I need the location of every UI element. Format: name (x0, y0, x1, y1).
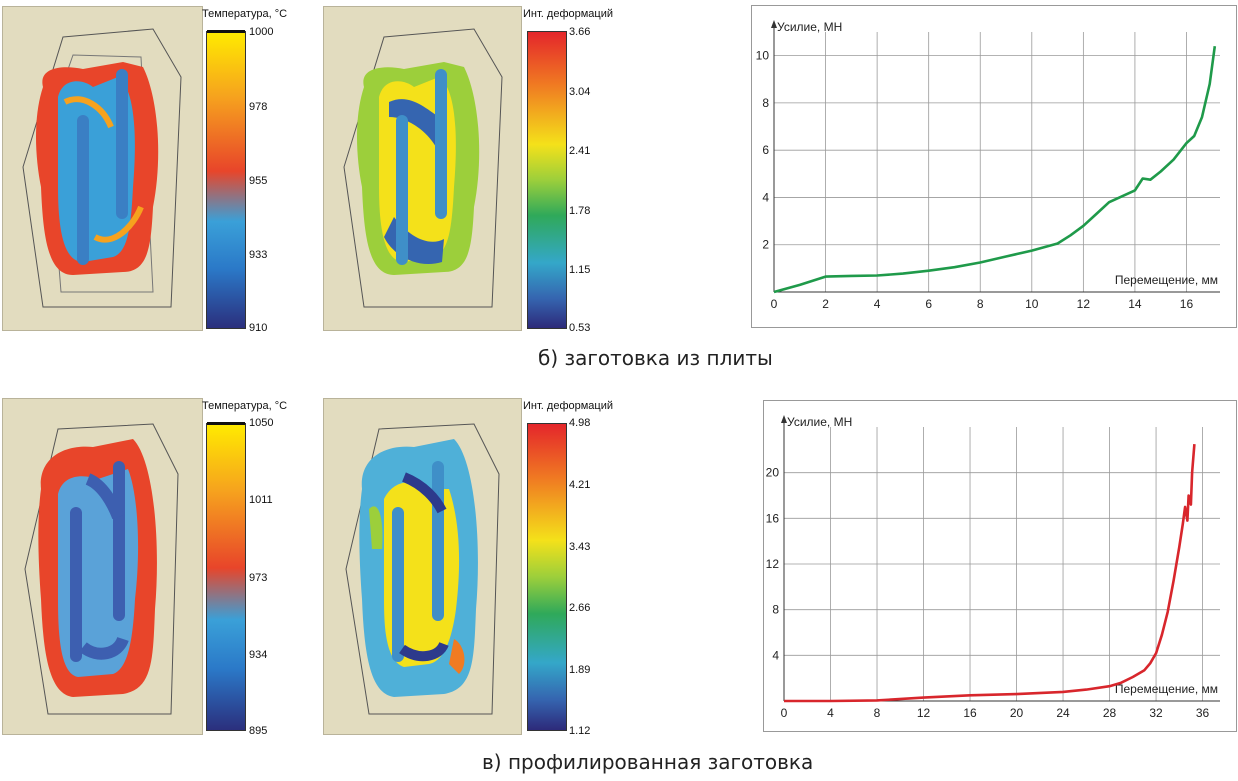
x-tick-label: 10 (1025, 297, 1039, 311)
colorbar-label: 4.21 (569, 479, 591, 491)
y-axis-arrow (771, 20, 777, 28)
x-tick-label: 36 (1196, 706, 1210, 720)
force-curve (773, 46, 1217, 294)
colorbar-label: 955 (249, 175, 268, 187)
colorbar-label: 0.53 (569, 322, 591, 334)
x-tick-label: 28 (1103, 706, 1117, 720)
deformation-field-image-profiled (323, 398, 522, 735)
y-tick-label: 10 (756, 49, 770, 63)
temperature-field-image-profiled (2, 398, 203, 735)
x-tick-label: 24 (1056, 706, 1070, 720)
colorbar-title: Температура, °C (202, 400, 288, 412)
deformation-colorbar-profiled (527, 423, 567, 731)
temperature-colorbar-profiled (206, 422, 246, 731)
x-tick-label: 8 (874, 706, 881, 720)
y-tick-label: 8 (762, 96, 769, 110)
x-tick-label: 16 (963, 706, 977, 720)
colorbar-label: 1000 (249, 26, 274, 38)
x-tick-label: 12 (917, 706, 931, 720)
colorbar-label: 895 (249, 725, 268, 737)
deformation-field-image-plate (323, 6, 522, 331)
y-tick-label: 6 (762, 143, 769, 157)
colorbar-label: 934 (249, 649, 268, 661)
chart-svg: 0 4 8 12 16 20 24 28 32 36 4 8 12 16 20 Усилие, МН Перем… (766, 415, 1220, 720)
chart-svg: 0 2 4 6 8 10 12 14 16 2 4 6 8 10 Усилие, МН Перемещение… (756, 20, 1220, 311)
colorbar-label: 910 (249, 322, 268, 334)
colorbar-label: 1011 (249, 494, 273, 506)
colorbar-label: 978 (249, 101, 268, 113)
colorbar-label: 1.89 (569, 664, 591, 676)
x-tick-label: 4 (827, 706, 834, 720)
x-axis-label: Перемещение, мм (1115, 273, 1218, 287)
colorbar-label: 973 (249, 572, 268, 584)
x-tick-label: 6 (925, 297, 932, 311)
colorbar-label: 1050 (249, 417, 274, 429)
colorbar-label: 4.98 (569, 417, 591, 429)
x-tick-label: 20 (1010, 706, 1024, 720)
x-tick-label: 14 (1128, 297, 1142, 311)
x-tick-label: 0 (771, 297, 778, 311)
force-displacement-chart-plate: 0 2 4 6 8 10 12 14 16 2 4 6 8 10 Усилие, МН Перемещение… (751, 5, 1237, 328)
colorbar-title: Инт. деформаций (523, 400, 614, 412)
colorbar-label: 1.12 (569, 725, 591, 737)
colorbar-title: Температура, °C (202, 8, 288, 20)
colorbar-label: 2.66 (569, 602, 591, 614)
x-tick-label: 16 (1180, 297, 1194, 311)
caption-profiled: в) профилированная заготовка (482, 750, 814, 774)
colorbar-label: 3.04 (569, 86, 591, 98)
force-displacement-chart-profiled: 0 4 8 12 16 20 24 28 32 36 4 8 12 16 20 Усилие, МН Перем… (763, 400, 1237, 732)
x-tick-label: 8 (977, 297, 984, 311)
colorbar-label: 3.43 (569, 541, 591, 553)
colorbar-label: 3.66 (569, 26, 591, 38)
y-tick-label: 12 (766, 557, 780, 571)
temperature-field-image-plate (2, 6, 203, 331)
colorbar-title: Инт. деформаций (523, 8, 614, 20)
x-tick-label: 0 (781, 706, 788, 720)
y-tick-label: 8 (772, 603, 779, 617)
y-tick-label: 16 (766, 511, 780, 525)
y-tick-label: 2 (762, 238, 769, 252)
x-axis-label: Перемещение, мм (1115, 682, 1218, 696)
x-tick-label: 4 (874, 297, 881, 311)
colorbar-label: 2.41 (569, 145, 591, 157)
temperature-colorbar-plate (206, 30, 246, 329)
colorbar-label: 933 (249, 249, 268, 261)
x-tick-label: 12 (1077, 297, 1091, 311)
y-axis-label: Усилие, МН (777, 20, 842, 34)
y-tick-label: 4 (772, 648, 779, 662)
colorbar-label: 1.78 (569, 205, 591, 217)
x-tick-label: 32 (1149, 706, 1163, 720)
y-tick-label: 20 (766, 466, 780, 480)
colorbar-label: 1.15 (569, 264, 591, 276)
force-curve (784, 443, 1196, 703)
y-tick-label: 4 (762, 190, 769, 204)
y-axis-label: Усилие, МН (787, 415, 852, 429)
x-tick-label: 2 (822, 297, 829, 311)
y-axis-arrow (781, 415, 787, 423)
caption-plate: б) заготовка из плиты (538, 346, 773, 370)
deformation-colorbar-plate (527, 31, 567, 329)
